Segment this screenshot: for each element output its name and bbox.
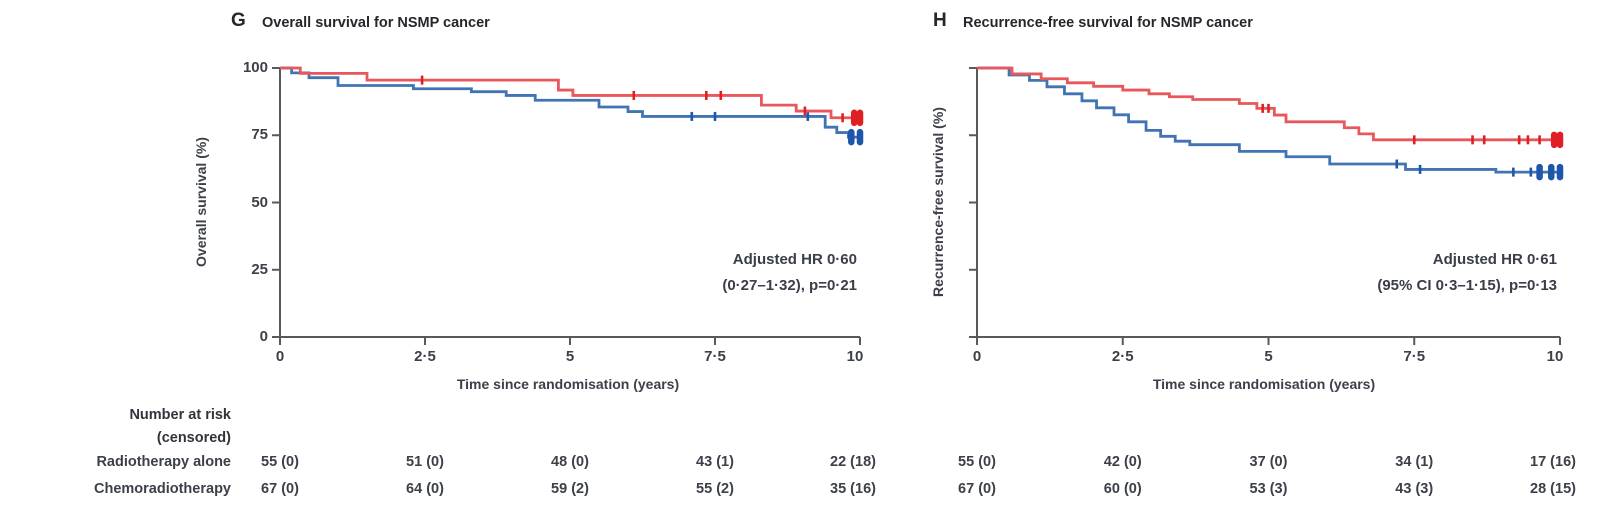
risk-value-radiotherapy-alone-panel-G: 22 (18) (830, 454, 876, 470)
risk-row-label-chemoradiotherapy: Chemoradiotherapy (94, 481, 231, 497)
risk-value-radiotherapy-alone-panel-G: 48 (0) (551, 454, 589, 470)
x-tick-label-panel-H: 7·5 (1403, 348, 1426, 365)
risk-table-header-line2: (censored) (156, 430, 231, 446)
panel-g-hr-annotation-line1: Adjusted HR 0·60 (732, 251, 857, 268)
x-tick-label-panel-H: 0 (972, 348, 982, 365)
risk-table-header-line1: Number at risk (129, 407, 231, 423)
risk-value-chemoradiotherapy-panel-G: 55 (2) (696, 481, 734, 497)
km-curve-chemoradiotherapy (977, 66, 1560, 142)
risk-value-radiotherapy-alone-panel-H: 55 (0) (958, 454, 996, 470)
panel-g-y-axis-label: Overall survival (%) (193, 137, 209, 267)
x-tick-label-panel-G: 10 (846, 348, 864, 365)
risk-value-chemoradiotherapy-panel-H: 53 (3) (1249, 481, 1288, 497)
x-tick-label-panel-G: 7·5 (704, 348, 726, 365)
risk-value-chemoradiotherapy-panel-G: 35 (16) (830, 481, 876, 497)
risk-value-radiotherapy-alone-panel-G: 51 (0) (406, 454, 444, 470)
panel-h-hr-annotation-line1: Adjusted HR 0·61 (1432, 251, 1557, 268)
panel-h-title: Recurrence-free survival for NSMP cancer (963, 15, 1253, 31)
x-tick-label-panel-G: 0 (275, 348, 285, 365)
risk-value-chemoradiotherapy-panel-G: 59 (2) (551, 481, 589, 497)
y-tick-label-panel-G: 0 (259, 328, 268, 345)
y-tick-label-panel-G: 50 (251, 193, 268, 211)
risk-value-radiotherapy-alone-panel-H: 17 (16) (1530, 454, 1576, 470)
panel-h-hr-annotation-line2: (95% CI 0·3–1·15), p=0·13 (1377, 277, 1557, 294)
risk-value-chemoradiotherapy-panel-H: 67 (0) (958, 481, 996, 497)
risk-value-chemoradiotherapy-panel-G: 67 (0) (261, 481, 299, 497)
y-tick-label-panel-G: 100 (242, 59, 268, 76)
risk-value-radiotherapy-alone-panel-G: 43 (1) (696, 454, 734, 470)
risk-value-chemoradiotherapy-panel-H: 28 (15) (1530, 481, 1576, 497)
risk-value-radiotherapy-alone-panel-H: 37 (0) (1249, 454, 1288, 470)
panel-g-letter: G (231, 10, 246, 31)
x-tick-label-panel-H: 2·5 (1111, 348, 1134, 365)
km-curve-radiotherapy-alone (280, 66, 860, 139)
km-curve-chemoradiotherapy (280, 66, 860, 120)
risk-row-label-radiotherapy-alone: Radiotherapy alone (96, 454, 231, 470)
risk-value-chemoradiotherapy-panel-H: 60 (0) (1103, 481, 1142, 497)
x-tick-label-panel-G: 2·5 (414, 348, 436, 365)
panel-g-hr-annotation-line2: (0·27–1·32), p=0·21 (722, 277, 857, 294)
x-tick-label-panel-G: 5 (565, 348, 575, 365)
y-tick-label-panel-G: 75 (251, 126, 268, 144)
x-tick-label-panel-H: 10 (1546, 348, 1564, 365)
panel-h-letter: H (933, 10, 947, 31)
risk-value-chemoradiotherapy-panel-G: 64 (0) (406, 481, 444, 497)
panel-g-x-axis-label: Time since randomisation (years) (456, 376, 680, 392)
risk-value-radiotherapy-alone-panel-H: 34 (1) (1395, 454, 1434, 470)
risk-value-radiotherapy-alone-panel-H: 42 (0) (1103, 454, 1142, 470)
risk-value-radiotherapy-alone-panel-G: 55 (0) (261, 454, 299, 470)
panel-h-x-axis-label: Time since randomisation (years) (1152, 376, 1376, 392)
risk-value-chemoradiotherapy-panel-H: 43 (3) (1395, 481, 1434, 497)
km-curve-radiotherapy-alone (977, 66, 1560, 174)
y-tick-label-panel-G: 25 (251, 260, 268, 278)
panel-h-y-axis-label: Recurrence-free survival (%) (930, 107, 946, 297)
panel-g-title: Overall survival for NSMP cancer (262, 15, 490, 31)
x-tick-label-panel-H: 5 (1264, 348, 1273, 365)
